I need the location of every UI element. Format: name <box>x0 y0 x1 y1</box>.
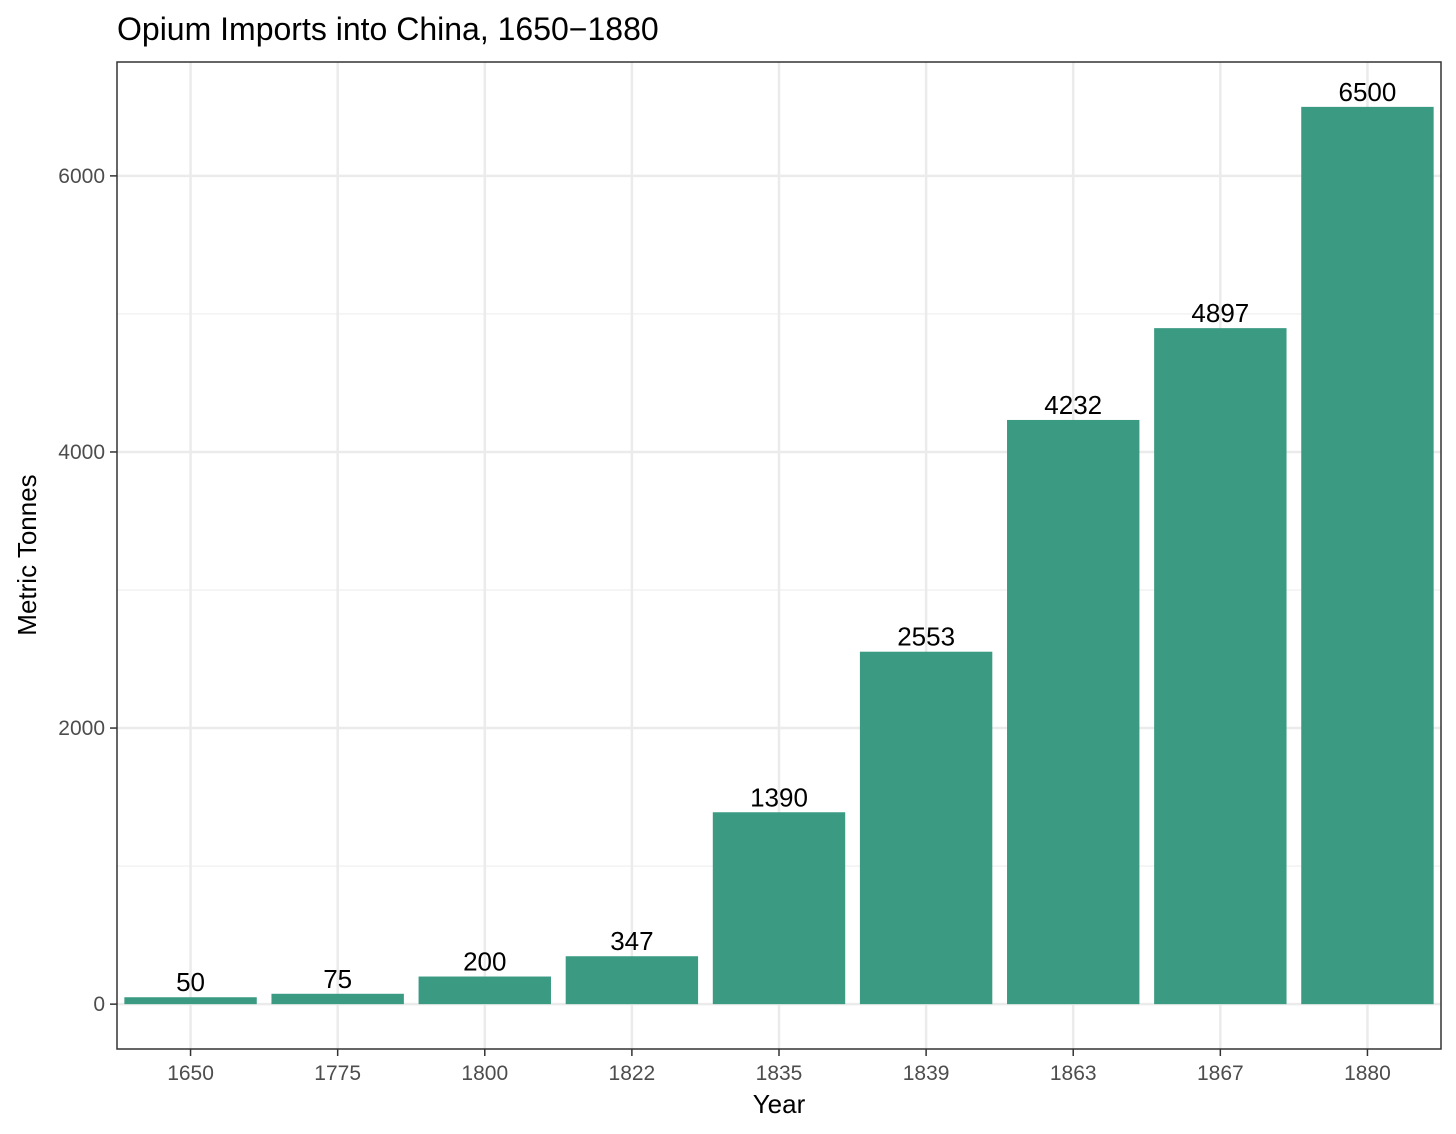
data-label-1839: 2553 <box>897 622 955 652</box>
x-tick-label: 1835 <box>756 1062 803 1085</box>
data-label-1867: 4897 <box>1191 298 1249 328</box>
x-tick-label: 1775 <box>314 1062 361 1085</box>
y-tick-label: 6000 <box>58 165 105 188</box>
data-label-1775: 75 <box>323 964 352 994</box>
axes: 0 2000 4000 6000 1650 1775 1800 1822 1835 1839 186… <box>58 165 1391 1085</box>
bar-1835 <box>712 812 846 1005</box>
bar-1800 <box>418 976 551 1005</box>
x-tick-label: 1863 <box>1050 1062 1097 1085</box>
data-label-1835: 1390 <box>750 782 808 812</box>
bar-1650 <box>124 997 257 1005</box>
data-labels: 50 75 200 347 1390 2553 4232 4897 6500 <box>176 77 1396 997</box>
bar-1775 <box>271 993 404 1005</box>
y-tick-label: 0 <box>93 993 105 1016</box>
bar-1880 <box>1301 106 1434 1005</box>
x-axis-title: Year <box>753 1089 806 1119</box>
data-label-1863: 4232 <box>1044 390 1102 420</box>
data-label-1880: 6500 <box>1339 77 1397 107</box>
data-label-1800: 200 <box>463 947 506 977</box>
y-tick-label: 2000 <box>58 717 105 740</box>
bar-1839 <box>859 651 993 1005</box>
y-axis-title: Metric Tonnes <box>12 474 42 635</box>
y-tick-label: 4000 <box>58 441 105 464</box>
bars <box>124 106 1434 1005</box>
x-tick-label: 1880 <box>1344 1062 1391 1085</box>
data-label-1822: 347 <box>610 926 653 956</box>
x-tick-label: 1822 <box>609 1062 656 1085</box>
data-label-1650: 50 <box>176 967 205 997</box>
bar-1822 <box>565 956 699 1005</box>
x-tick-label: 1839 <box>903 1062 950 1085</box>
bar-1867 <box>1154 328 1287 1005</box>
x-tick-label: 1650 <box>167 1062 214 1085</box>
x-tick-label: 1867 <box>1197 1062 1244 1085</box>
x-tick-label: 1800 <box>461 1062 508 1085</box>
chart-title: Opium Imports into China, 1650−1880 <box>117 11 659 47</box>
bar-1863 <box>1007 419 1140 1005</box>
